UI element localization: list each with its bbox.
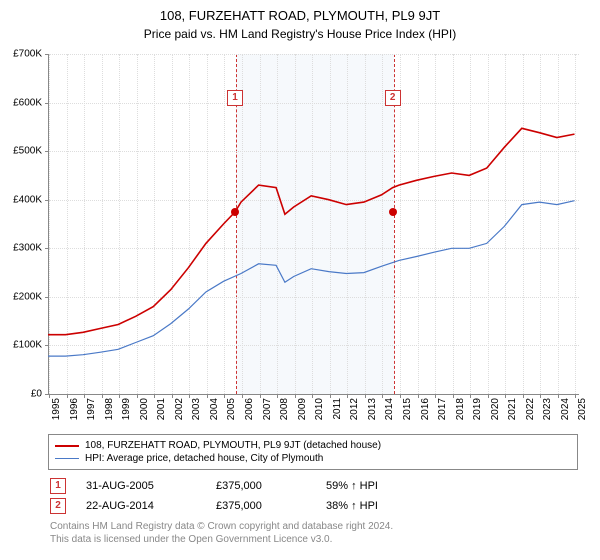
sale-date: 31-AUG-2005 (86, 480, 216, 492)
xtick-label: 2018 (455, 398, 466, 420)
sale-delta: 38% ↑ HPI (326, 500, 436, 512)
ytick-label: £700K (13, 49, 42, 60)
xtick-label: 2023 (542, 398, 553, 420)
xtick-label: 2013 (367, 398, 378, 420)
xtick-label: 2017 (437, 398, 448, 420)
xtick-label: 2021 (507, 398, 518, 420)
sale-date: 22-AUG-2014 (86, 500, 216, 512)
series-property (48, 128, 575, 334)
xtick-label: 1995 (51, 398, 62, 420)
sale-dot (231, 208, 239, 216)
sale-dot (389, 208, 397, 216)
xtick-label: 1998 (104, 398, 115, 420)
xtick-label: 2000 (139, 398, 150, 420)
ytick-label: £500K (13, 146, 42, 157)
sale-price: £375,000 (216, 500, 326, 512)
xtick-label: 2019 (472, 398, 483, 420)
ytick-label: £300K (13, 243, 42, 254)
xtick-label: 2009 (297, 398, 308, 420)
sale-price: £375,000 (216, 480, 326, 492)
chart-title: 108, FURZEHATT ROAD, PLYMOUTH, PL9 9JT (0, 0, 600, 23)
xtick-label: 2011 (332, 398, 343, 420)
series-hpi (48, 201, 575, 356)
sale-row: 1 31-AUG-2005£375,00059% ↑ HPI (48, 478, 578, 494)
legend-item: HPI: Average price, detached house, City… (55, 452, 571, 465)
xtick-label: 2020 (490, 398, 501, 420)
xtick-label: 2014 (384, 398, 395, 420)
xtick-label: 2001 (156, 398, 167, 420)
xtick-label: 2010 (314, 398, 325, 420)
ytick-label: £200K (13, 291, 42, 302)
xtick-label: 2006 (244, 398, 255, 420)
xtick-label: 2008 (279, 398, 290, 420)
ytick-label: £0 (31, 389, 42, 400)
legend-label: 108, FURZEHATT ROAD, PLYMOUTH, PL9 9JT (… (85, 440, 381, 451)
ytick-label: £600K (13, 97, 42, 108)
xtick-label: 2003 (191, 398, 202, 420)
sale-row: 2 22-AUG-2014£375,00038% ↑ HPI (48, 498, 578, 514)
sale-row-marker: 1 (50, 478, 66, 494)
xtick-label: 1997 (86, 398, 97, 420)
legend-item: 108, FURZEHATT ROAD, PLYMOUTH, PL9 9JT (… (55, 439, 571, 452)
xtick-label: 2005 (226, 398, 237, 420)
chart-subtitle: Price paid vs. HM Land Registry's House … (0, 23, 600, 47)
xtick-label: 2015 (402, 398, 413, 420)
chart-plot-area: £0£100K£200K£300K£400K£500K£600K£700K199… (48, 54, 578, 394)
xtick-label: 2012 (349, 398, 360, 420)
xtick-label: 2016 (420, 398, 431, 420)
ytick-label: £400K (13, 194, 42, 205)
xtick-label: 2024 (560, 398, 571, 420)
sale-marker-2: 2 (385, 90, 401, 106)
legend-label: HPI: Average price, detached house, City… (85, 453, 323, 464)
sale-delta: 59% ↑ HPI (326, 480, 436, 492)
xtick-label: 2022 (525, 398, 536, 420)
xtick-label: 2004 (209, 398, 220, 420)
sale-marker-1: 1 (227, 90, 243, 106)
xtick-label: 1999 (121, 398, 132, 420)
xtick-label: 2002 (174, 398, 185, 420)
copyright-text: Contains HM Land Registry data © Crown c… (48, 520, 578, 546)
xtick-label: 2025 (577, 398, 588, 420)
xtick-label: 2007 (262, 398, 273, 420)
xtick-label: 1996 (69, 398, 80, 420)
ytick-label: £100K (13, 340, 42, 351)
legend-box: 108, FURZEHATT ROAD, PLYMOUTH, PL9 9JT (… (48, 434, 578, 470)
sale-row-marker: 2 (50, 498, 66, 514)
